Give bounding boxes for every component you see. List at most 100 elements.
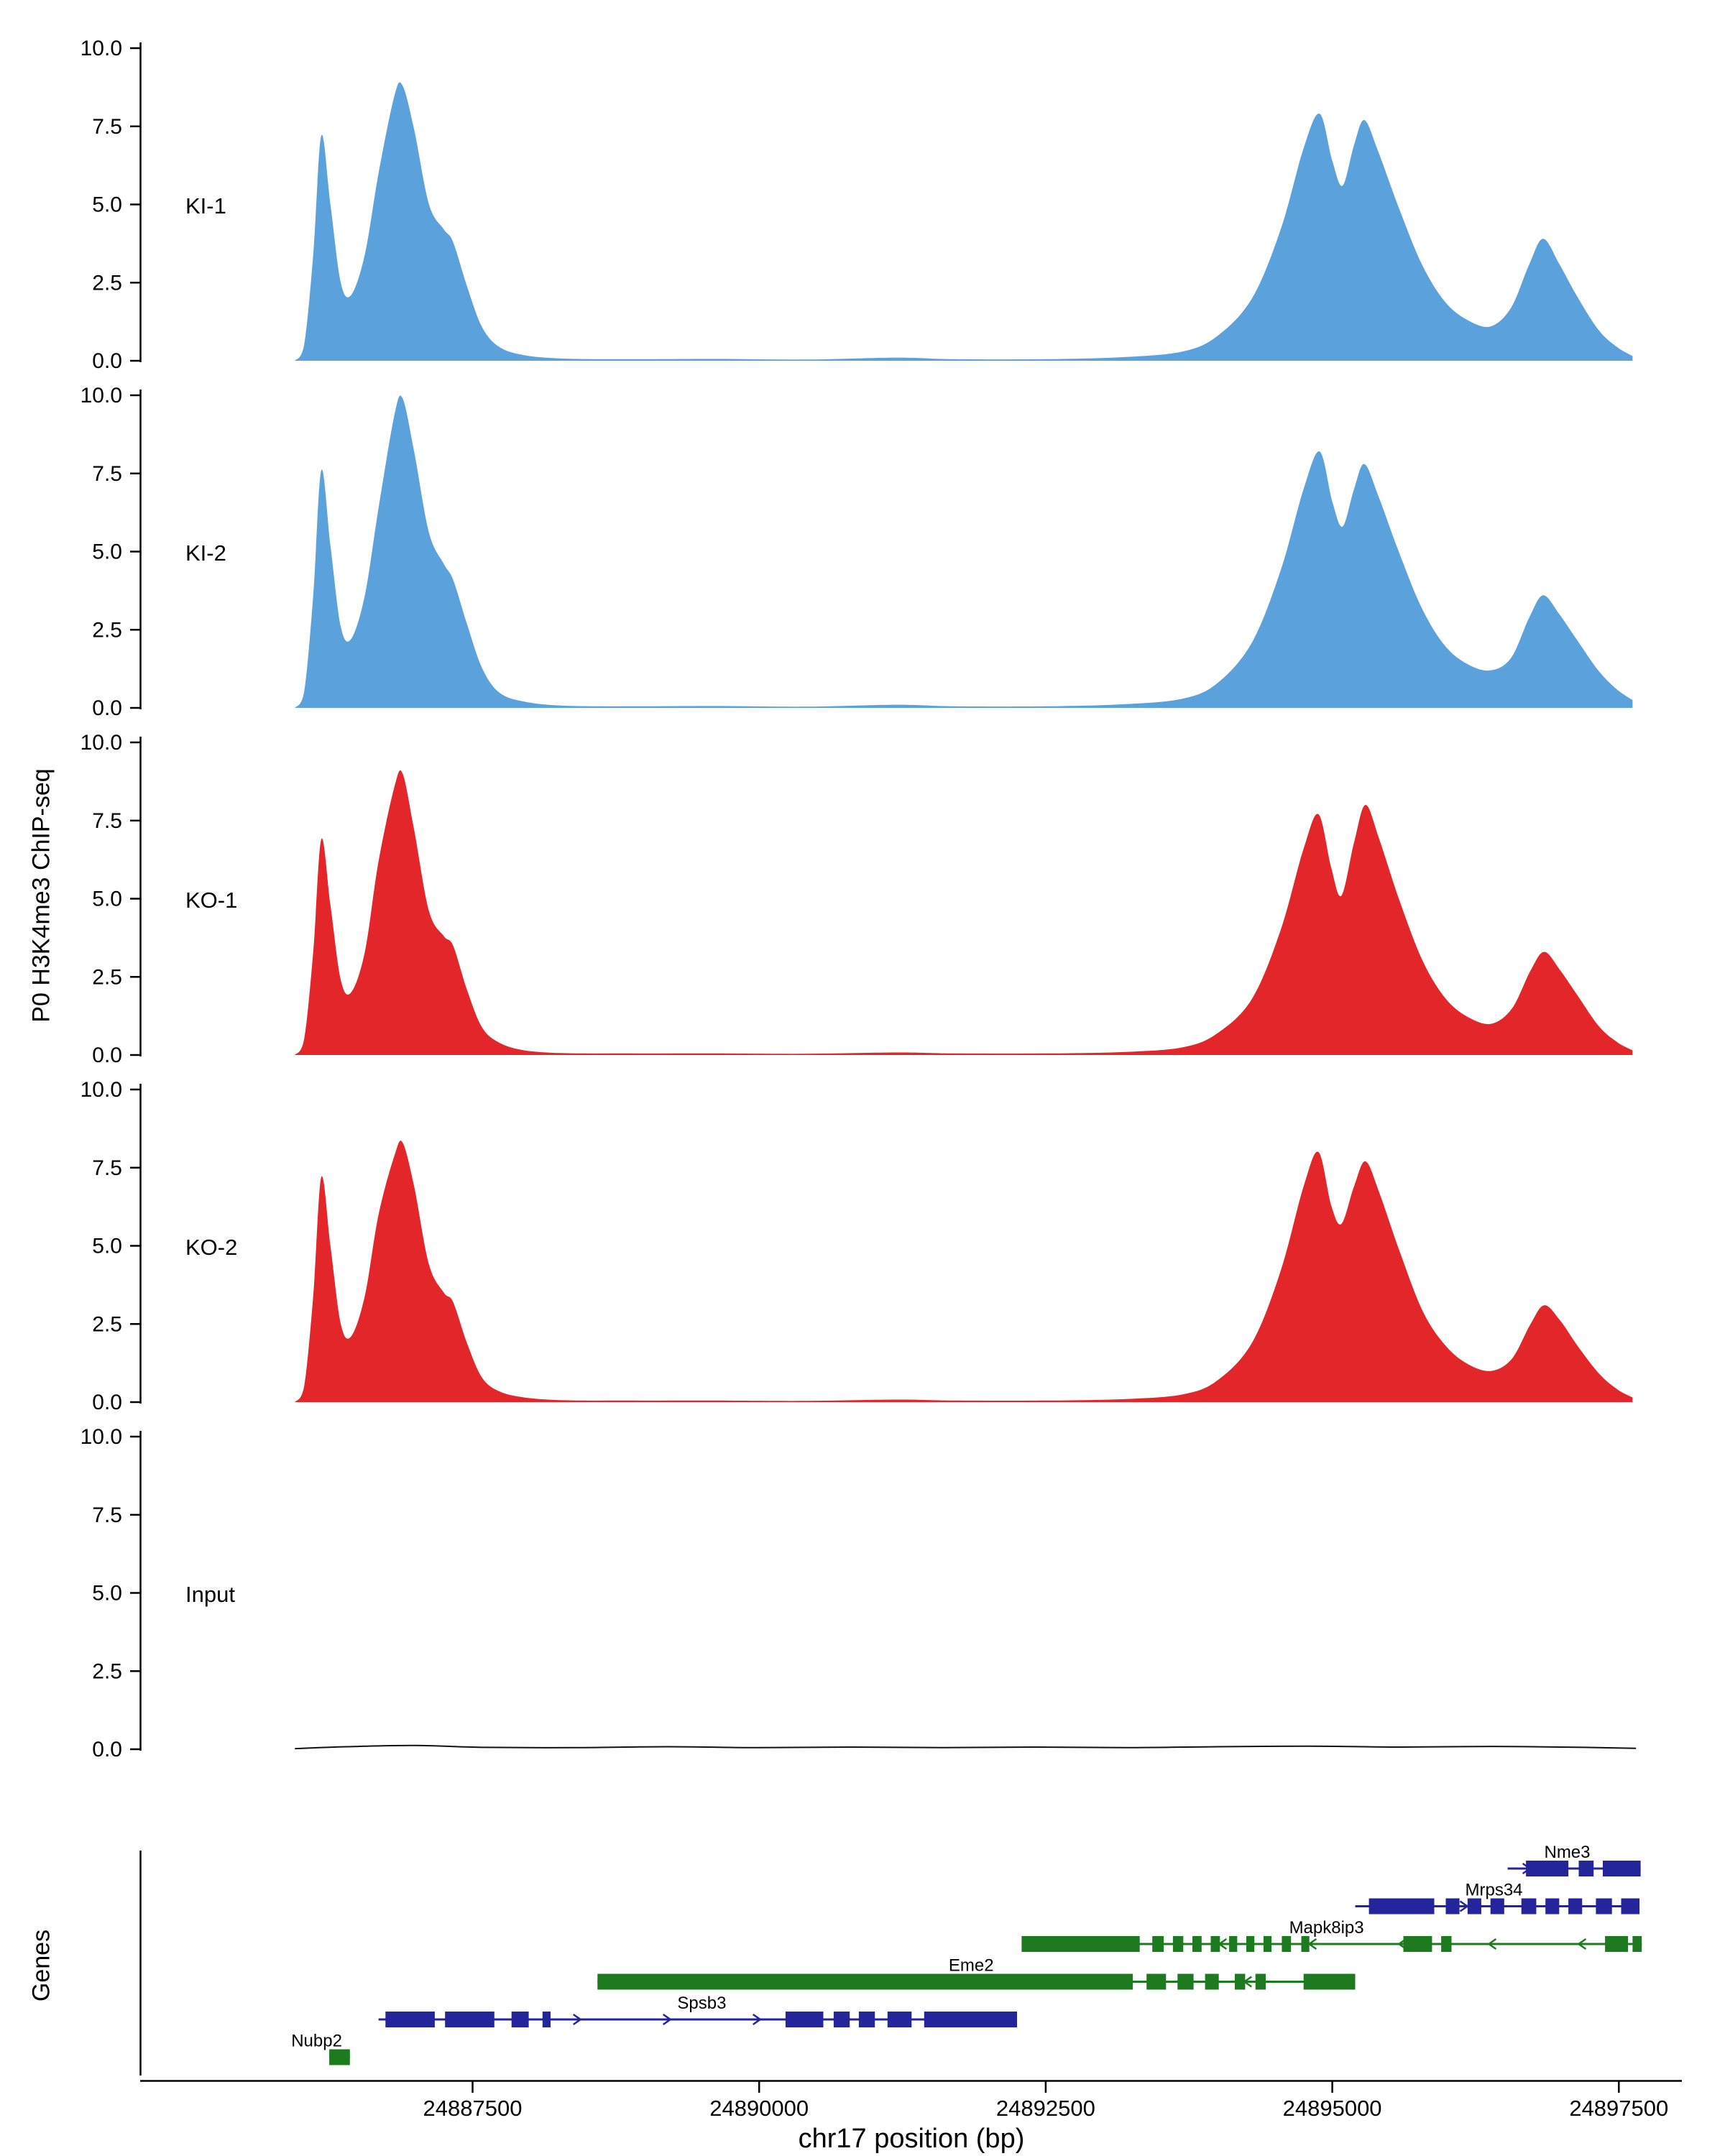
exon-box (1578, 1861, 1594, 1876)
gene-label: Nme3 (1544, 1843, 1590, 1862)
exon-box (1490, 1898, 1504, 1915)
y-tick-label: 0.0 (92, 696, 122, 720)
exon-box (1255, 1973, 1266, 1990)
exon-box (887, 2012, 912, 2027)
y-tick-label: 0.0 (92, 349, 122, 373)
exon-box (1403, 1936, 1432, 1952)
track-label: KI-2 (185, 540, 226, 566)
exon-box (1210, 1936, 1220, 1952)
coverage-line (295, 1744, 1637, 1750)
y-tick-label: 10.0 (80, 37, 122, 60)
strand-arrow-icon (1487, 1938, 1497, 1950)
exon-box (445, 2012, 494, 2027)
y-tick-label: 2.5 (92, 965, 122, 989)
y-tick-label: 10.0 (80, 731, 122, 755)
y-tick-label: 10.0 (80, 1078, 122, 1102)
gene-label: Spsb3 (677, 1994, 726, 2013)
x-tick-label: 24890000 (709, 2096, 809, 2121)
coverage-area (295, 1141, 1633, 1402)
gene-label: Nubp2 (291, 2032, 342, 2051)
exon-box (858, 2012, 875, 2027)
track-Input: 0.0 2.5 5.0 7.5 10.0 Input (80, 1425, 1637, 1761)
y-tick-label: 2.5 (92, 1312, 122, 1336)
exon-box (1445, 1898, 1460, 1915)
exon-box (1545, 1898, 1560, 1915)
y-tick-label: 7.5 (92, 462, 122, 486)
y-tick-label: 5.0 (92, 1235, 122, 1258)
gene-label: Mapk8ip3 (1289, 1918, 1364, 1938)
exon-box (1303, 1973, 1356, 1990)
coverage-area (295, 82, 1633, 361)
exon-box (1172, 1936, 1184, 1952)
exon-box (1368, 1898, 1435, 1915)
exon-box (542, 2012, 551, 2027)
y-tick-label: 5.0 (92, 193, 122, 217)
x-tick-label: 24887500 (423, 2096, 523, 2121)
exon-box (1146, 1973, 1167, 1990)
coverage-area (295, 770, 1633, 1055)
exon-box (833, 2012, 850, 2027)
exon-box (1605, 1936, 1628, 1952)
gene-Spsb3: Spsb3 (378, 1994, 1017, 2027)
strand-arrow-icon (1459, 1900, 1469, 1912)
y-tick-label: 2.5 (92, 271, 122, 295)
y-tick-label: 7.5 (92, 1156, 122, 1180)
exon-box (1621, 1898, 1639, 1915)
exon-box (1467, 1898, 1481, 1915)
exon-box (1441, 1936, 1452, 1952)
x-axis: 24887500 24890000 24892500 24895000 24897500 (140, 2080, 1682, 2121)
track-KO-1: 0.0 2.5 5.0 7.5 10.0 KO-1 (80, 731, 1633, 1067)
exon-box (1301, 1936, 1310, 1952)
y-axis-title: P0 H3K4me3 ChIP-seq (27, 768, 55, 1023)
track-KO-2: 0.0 2.5 5.0 7.5 10.0 KO-2 (80, 1078, 1633, 1414)
gene-Nubp2: Nubp2 (291, 2032, 350, 2065)
gene-Mapk8ip3: Mapk8ip3 (1021, 1918, 1642, 1952)
x-tick-label: 24897500 (1569, 2096, 1668, 2121)
genes-panel: Nme3 Mrps34 Mapk8ip3 Eme2 Spsb3 Nubp2 (139, 1843, 1642, 2076)
genes-axis-title: Genes (27, 1929, 55, 2002)
exon-box (1229, 1936, 1238, 1952)
y-tick-label: 7.5 (92, 1503, 122, 1527)
y-tick-label: 0.0 (92, 1738, 122, 1761)
exon-box (1603, 1861, 1641, 1876)
strand-arrow-icon (752, 2013, 762, 2026)
x-axis-title: chr17 position (bp) (798, 2124, 1025, 2154)
exon-box (1205, 1973, 1219, 1990)
y-tick-label: 10.0 (80, 1425, 122, 1449)
track-label: KO-1 (185, 888, 237, 913)
y-tick-label: 5.0 (92, 540, 122, 564)
y-tick-label: 7.5 (92, 115, 122, 139)
y-tick-label: 2.5 (92, 1659, 122, 1683)
strand-arrow-icon (1577, 1938, 1587, 1950)
gene-Nme3: Nme3 (1507, 1843, 1641, 1876)
exon-box (1282, 1936, 1292, 1952)
gene-label: Eme2 (949, 1956, 994, 1976)
exon-box (1632, 1936, 1642, 1952)
exon-box (1263, 1936, 1272, 1952)
exon-box (1152, 1936, 1164, 1952)
x-tick-label: 24895000 (1283, 2096, 1382, 2121)
gene-Eme2: Eme2 (597, 1956, 1356, 1990)
exon-box (1521, 1898, 1537, 1915)
gene-label: Mrps34 (1465, 1881, 1522, 1900)
y-tick-label: 0.0 (92, 1391, 122, 1414)
exon-box (785, 2012, 824, 2027)
exon-box (1192, 1936, 1202, 1952)
exon-box (1177, 1973, 1194, 1990)
exon-box (1596, 1898, 1612, 1915)
exon-box (597, 1973, 1133, 1990)
coverage-area (295, 395, 1633, 708)
track-label: KI-1 (185, 193, 226, 218)
y-tick-label: 2.5 (92, 618, 122, 642)
exon-box (1021, 1936, 1140, 1952)
y-tick-label: 10.0 (80, 384, 122, 407)
track-label: Input (185, 1582, 235, 1607)
exon-box (1235, 1973, 1246, 1990)
strand-arrow-icon (572, 2013, 582, 2026)
y-tick-label: 5.0 (92, 888, 122, 911)
exon-box (385, 2012, 435, 2027)
track-KI-1: 0.0 2.5 5.0 7.5 10.0 KI-1 (80, 37, 1633, 373)
exon-box (1246, 1936, 1255, 1952)
